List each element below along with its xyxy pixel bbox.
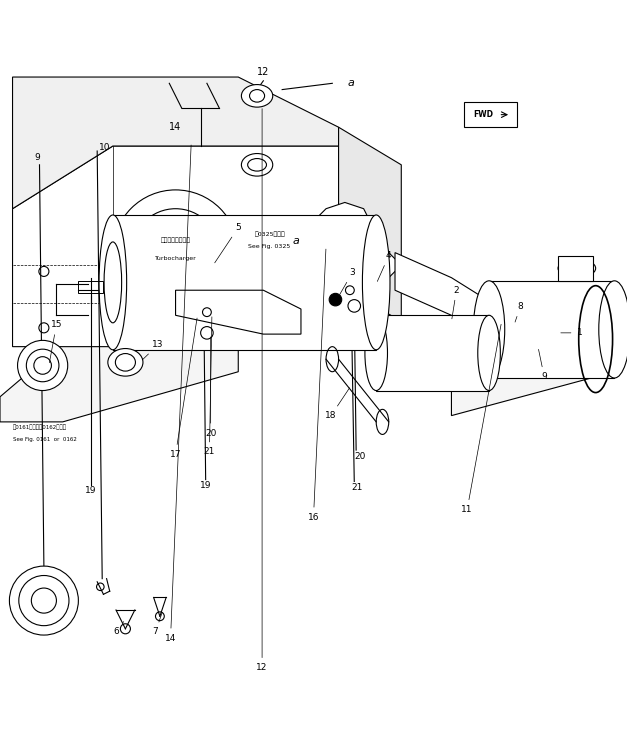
Text: 9: 9 <box>34 153 41 162</box>
Text: 10: 10 <box>99 143 110 152</box>
Polygon shape <box>176 290 301 334</box>
Text: 16: 16 <box>308 249 326 522</box>
Text: 3: 3 <box>340 268 356 294</box>
Ellipse shape <box>99 215 127 350</box>
Text: 21: 21 <box>352 483 363 492</box>
Polygon shape <box>314 203 401 277</box>
Text: ターボチャージャ: ターボチャージャ <box>161 237 191 243</box>
Bar <box>78 280 103 293</box>
Ellipse shape <box>34 357 51 374</box>
Ellipse shape <box>478 315 500 391</box>
Text: 21: 21 <box>204 317 215 457</box>
Ellipse shape <box>241 85 273 107</box>
Text: 11: 11 <box>461 324 501 514</box>
Bar <box>489 280 614 378</box>
Bar <box>376 315 489 391</box>
Text: 4: 4 <box>377 251 391 281</box>
Text: 7: 7 <box>152 612 162 637</box>
Ellipse shape <box>108 349 143 376</box>
Text: Turbocharger: Turbocharger <box>155 256 196 262</box>
Ellipse shape <box>329 293 342 306</box>
Ellipse shape <box>9 566 78 635</box>
Ellipse shape <box>26 349 59 382</box>
Polygon shape <box>395 253 558 372</box>
Text: 12: 12 <box>257 67 270 77</box>
Text: 14: 14 <box>169 122 182 132</box>
Text: 5: 5 <box>214 223 241 263</box>
Text: 9: 9 <box>539 349 547 381</box>
Polygon shape <box>451 347 614 416</box>
Text: 1: 1 <box>561 328 582 337</box>
Ellipse shape <box>558 259 596 277</box>
Text: See Fig. 0161  or  0162: See Fig. 0161 or 0162 <box>13 437 76 442</box>
Ellipse shape <box>104 242 122 323</box>
Text: 19: 19 <box>85 486 97 495</box>
Text: 15: 15 <box>50 321 62 363</box>
Polygon shape <box>0 343 238 422</box>
Text: 13: 13 <box>142 340 164 360</box>
Ellipse shape <box>362 215 390 350</box>
Ellipse shape <box>365 315 387 391</box>
Text: FWD: FWD <box>473 110 493 119</box>
Ellipse shape <box>599 280 627 378</box>
Text: a: a <box>293 237 299 246</box>
Text: a: a <box>348 79 354 88</box>
Text: 6: 6 <box>113 621 124 637</box>
Ellipse shape <box>348 299 361 312</box>
Ellipse shape <box>473 280 505 378</box>
Ellipse shape <box>115 354 135 371</box>
Bar <box>464 102 517 127</box>
Polygon shape <box>13 77 339 209</box>
Bar <box>558 256 593 280</box>
Text: 20: 20 <box>205 337 216 438</box>
Text: 19: 19 <box>200 482 211 491</box>
Text: 14: 14 <box>165 145 191 643</box>
Text: 17: 17 <box>170 318 197 459</box>
Text: 18: 18 <box>325 388 350 420</box>
Text: 図0161または図0162図参照: 図0161または図0162図参照 <box>13 424 66 429</box>
Polygon shape <box>13 146 339 347</box>
Ellipse shape <box>19 575 69 626</box>
Text: 20: 20 <box>355 452 366 461</box>
Text: 2: 2 <box>452 286 459 319</box>
Bar <box>113 215 376 350</box>
Text: See Fig. 0325: See Fig. 0325 <box>248 244 291 249</box>
Polygon shape <box>339 127 401 321</box>
Text: 図0325図参照: 図0325図参照 <box>254 231 285 237</box>
Ellipse shape <box>31 588 56 613</box>
Ellipse shape <box>201 327 213 339</box>
Text: 8: 8 <box>515 302 524 322</box>
Text: 12: 12 <box>256 109 268 672</box>
Ellipse shape <box>18 340 68 391</box>
